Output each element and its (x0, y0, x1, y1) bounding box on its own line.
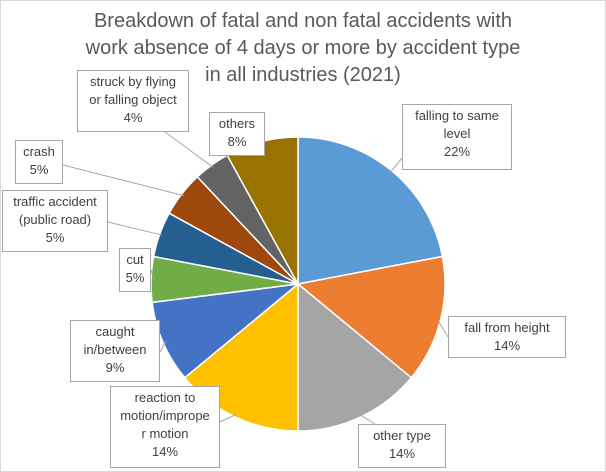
data-label-category: or falling object (89, 92, 177, 107)
leader-line (359, 413, 376, 425)
data-label: others 8% (209, 112, 265, 156)
data-label-category: r motion (141, 426, 189, 441)
data-label: falling to same level 22% (402, 104, 512, 170)
data-label-category: motion/imprope (120, 408, 210, 423)
data-label-category: other type (373, 428, 431, 443)
chart-title: Breakdown of fatal and non fatal acciden… (40, 8, 566, 89)
data-label: fall from height 14% (448, 316, 566, 358)
data-label: cut 5% (119, 248, 151, 292)
data-label-value: 14% (493, 338, 521, 353)
data-label-category: level (443, 126, 471, 141)
data-label-value: 22% (443, 144, 471, 159)
data-label-category: traffic accident (13, 194, 97, 209)
data-label-category: caught (95, 324, 135, 339)
leader-line (62, 164, 185, 197)
chart-title-line: in all industries (2021) (205, 64, 401, 86)
data-label-value: 4% (123, 110, 143, 125)
leader-line (437, 319, 449, 338)
data-label: caught in/between 9% (70, 320, 160, 382)
pie-slice (151, 282, 301, 379)
data-label: other type 14% (358, 424, 446, 468)
data-label-category: reaction to (134, 390, 196, 405)
pie-slice (297, 282, 413, 432)
data-label: reaction to motion/imprope r motion 14% (110, 386, 220, 468)
chart-title-line: Breakdown of fatal and non fatal acciden… (93, 10, 513, 32)
pie-slice (296, 255, 446, 379)
data-label-category: others (218, 116, 256, 131)
leader-line (159, 340, 167, 353)
data-label-value: 5% (45, 230, 65, 245)
data-label-value: 5% (125, 270, 145, 285)
data-label-category: fall from height (464, 320, 550, 335)
data-label: traffic accident (public road) 5% (2, 190, 108, 252)
data-label-value: 8% (227, 134, 247, 149)
data-label-category: cut (126, 252, 144, 267)
data-label: crash 5% (15, 140, 63, 184)
data-label-value: 14% (151, 444, 179, 459)
leader-line (107, 221, 163, 236)
data-label-value: 5% (29, 162, 49, 177)
data-label-value: 14% (388, 446, 416, 461)
leader-line (150, 269, 155, 280)
data-label-category: falling to same (415, 108, 499, 123)
chart-title-line: work absence of 4 days or more by accide… (85, 37, 521, 59)
data-label: struck by flying or falling object 4% (77, 70, 189, 132)
leader-line (389, 157, 403, 174)
data-label-category: in/between (83, 342, 147, 357)
leader-line (164, 131, 214, 168)
data-label-value: 9% (105, 360, 125, 375)
data-label-category: crash (23, 144, 55, 159)
data-label-category: (public road) (18, 212, 92, 227)
data-label-category: struck by flying (90, 74, 176, 89)
